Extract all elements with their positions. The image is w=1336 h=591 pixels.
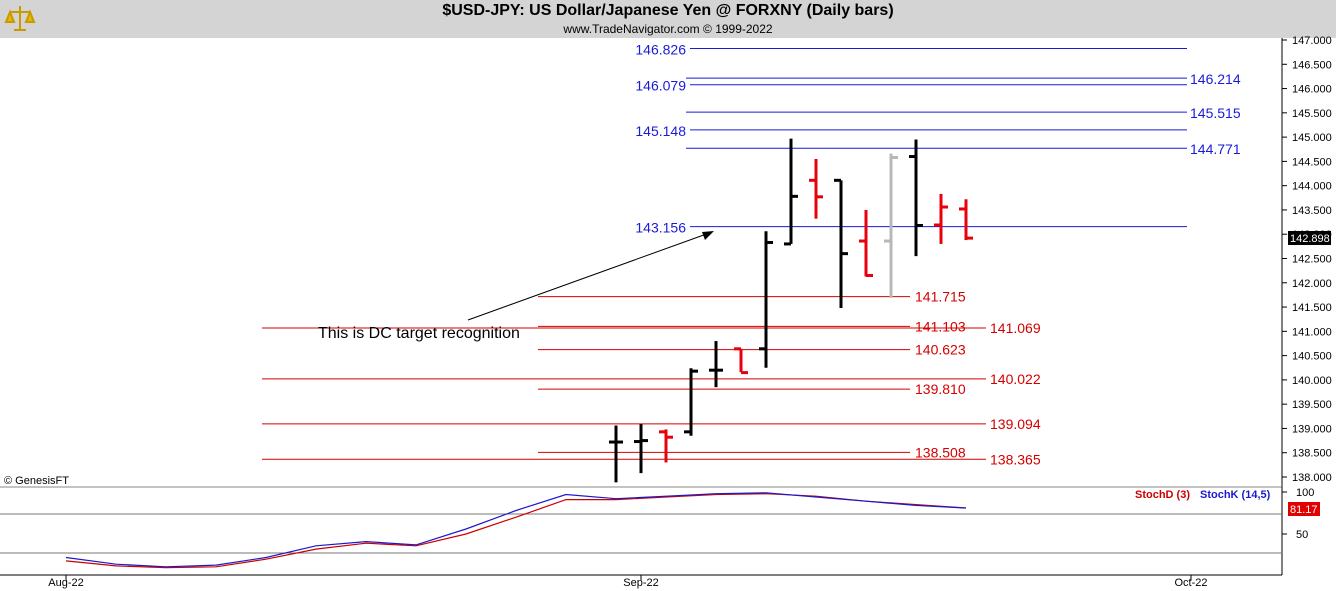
ohlc-bar (609, 425, 623, 483)
ohlc-bar (634, 424, 648, 474)
stoch-tick-label: 50 (1296, 529, 1308, 541)
ohlc-bar (884, 153, 898, 298)
ohlc-bar (909, 139, 923, 257)
price-tick-label: 138.500 (1292, 448, 1332, 460)
annotation-text: This is DC target recognition (318, 325, 520, 342)
price-tick-label: 142.500 (1292, 254, 1332, 266)
price-tick-label: 141.500 (1292, 302, 1332, 314)
price-tick-label: 147.000 (1292, 35, 1332, 47)
chart-subtitle: www.TradeNavigator.com © 1999-2022 (563, 22, 773, 36)
price-tick-label: 145.500 (1292, 108, 1332, 120)
last-price-badge-bg (1288, 231, 1331, 245)
price-tick-label: 143.500 (1292, 205, 1332, 217)
fibonacci-levels: 146.826 146.214 146.079 145.515 145.148 144.7… (262, 41, 1241, 467)
ohlc-bars (609, 138, 973, 483)
chart-title: $USD-JPY: US Dollar/Japanese Yen @ FORXN… (442, 2, 894, 19)
price-tick-label: 146.000 (1292, 84, 1332, 96)
price-tick-label: 141.000 (1292, 326, 1332, 338)
stoch-axis-ticks: 100 50 (1282, 487, 1314, 541)
time-tick-label: Sep-22 (623, 577, 658, 589)
last-price-badge: 142.898 (1288, 231, 1331, 245)
stoch-value-badge-bg (1288, 502, 1320, 516)
stoch-value: 81.17 (1290, 504, 1318, 516)
lower-level-label: 140.623 (915, 342, 966, 358)
lower-level-label: 140.022 (990, 371, 1041, 387)
price-tick-label: 145.000 (1292, 132, 1332, 144)
time-tick-label: Oct-22 (1174, 577, 1207, 589)
upper-level-label: 146.826 (635, 41, 686, 57)
ohlc-bar (759, 231, 773, 368)
ohlc-bar (659, 429, 673, 463)
ohlc-bar (709, 341, 723, 388)
time-axis-ticks: Aug-22 Sep-22 Oct-22 (48, 575, 1208, 589)
upper-level-label: 143.156 (635, 220, 686, 236)
price-tick-label: 138.000 (1292, 472, 1332, 484)
lower-level-label: 141.069 (990, 320, 1041, 336)
lower-level-label: 139.094 (990, 416, 1041, 432)
upper-level-label: 145.515 (1190, 105, 1241, 121)
annotation-arrow-head (702, 231, 714, 240)
ohlc-bar (934, 193, 948, 244)
price-tick-label: 140.500 (1292, 351, 1332, 363)
stoch-value-badge: 81.17 (1288, 502, 1320, 516)
annotation-arrow-line (467, 231, 713, 321)
time-tick-label: Aug-22 (48, 577, 83, 589)
lower-level-label: 138.508 (915, 444, 966, 460)
ohlc-bar (809, 158, 823, 219)
price-axis-ticks: 138.000 138.500 139.000 139.500 140.000 140.5… (1282, 35, 1332, 484)
ohlc-bar (834, 178, 848, 309)
price-tick-label: 144.000 (1292, 181, 1332, 193)
price-tick-label: 139.500 (1292, 399, 1332, 411)
stoch-d-line (65, 493, 967, 569)
upper-level-label: 144.771 (1190, 141, 1241, 157)
upper-level-label: 146.214 (1190, 71, 1241, 87)
copyright-text: © GenesisFT (4, 475, 69, 487)
price-tick-label: 146.500 (1292, 59, 1332, 71)
tradenavigator-logo-icon (4, 6, 36, 31)
stochastic-panel: 100 50 StochD (3) StochK (14,5) 81.17 (0, 487, 1320, 575)
chart-header: $USD-JPY: US Dollar/Japanese Yen @ FORXN… (0, 0, 1336, 38)
price-tick-label: 144.500 (1292, 156, 1332, 168)
lower-level-label: 141.103 (915, 318, 966, 334)
last-price-value: 142.898 (1290, 233, 1330, 245)
stoch-k-legend: StochK (14,5) (1200, 489, 1271, 501)
price-tick-label: 139.000 (1292, 423, 1332, 435)
annotation-arrow (467, 231, 714, 321)
price-tick-label: 142.000 (1292, 278, 1332, 290)
price-panel: 138.000 138.500 139.000 139.500 140.000 140.5… (4, 35, 1332, 487)
ohlc-bar (784, 138, 798, 246)
ohlc-bar (959, 199, 973, 241)
upper-level-label: 145.148 (635, 123, 686, 139)
stoch-tick-label: 100 (1296, 487, 1314, 499)
upper-level-label: 146.079 (635, 78, 686, 94)
lower-level-label: 138.365 (990, 451, 1041, 467)
lower-level-label: 141.715 (915, 289, 966, 305)
stoch-k-line (65, 492, 967, 568)
lower-level-label: 139.810 (915, 381, 966, 397)
price-tick-label: 140.000 (1292, 375, 1332, 387)
ohlc-bar (734, 347, 748, 375)
ohlc-bar (859, 209, 873, 277)
stoch-d-legend: StochD (3) (1135, 489, 1190, 501)
ohlc-bar (684, 368, 698, 436)
